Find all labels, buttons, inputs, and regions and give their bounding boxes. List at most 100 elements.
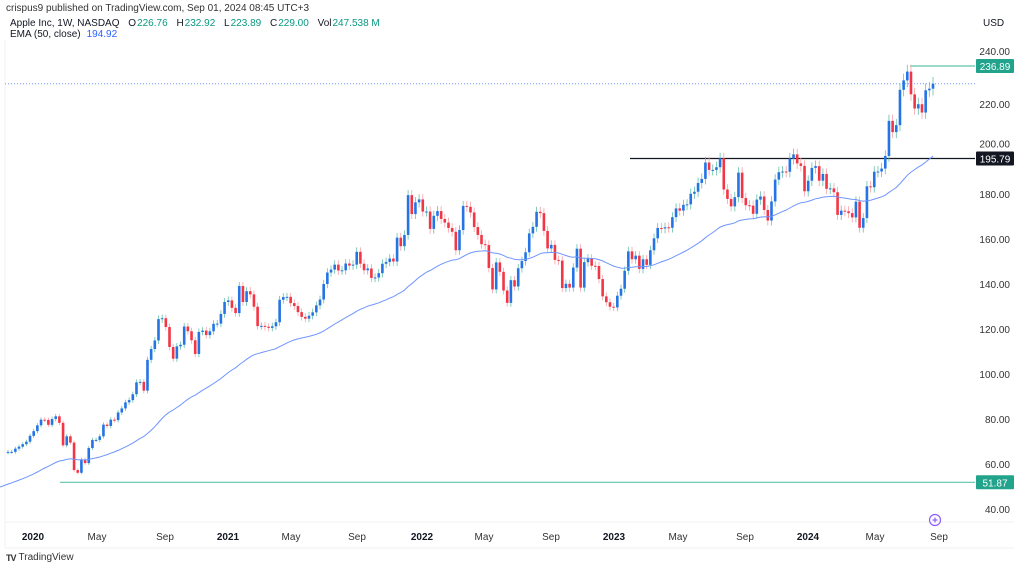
candle-up: [902, 80, 905, 90]
candle-up: [395, 237, 399, 262]
candle-up: [223, 302, 226, 314]
candle-up: [366, 268, 370, 271]
volume-value: 247.538 M: [332, 18, 380, 29]
candle-down: [476, 227, 480, 235]
tradingview-footer[interactable]: TV TradingView: [6, 552, 74, 563]
candle-down: [454, 231, 458, 251]
candle-down: [803, 165, 806, 192]
symbol-name[interactable]: Apple Inc, 1W, NASDAQ: [10, 18, 120, 29]
candle-down: [913, 94, 916, 109]
candle-up: [781, 171, 784, 173]
candle-up: [704, 162, 707, 179]
candle-down: [612, 306, 615, 308]
time-tick-label: Sep: [156, 532, 174, 543]
candle-up: [586, 258, 590, 263]
candle-down: [726, 189, 729, 199]
candle-up: [285, 296, 289, 298]
candle-down: [47, 419, 50, 425]
candle-up: [91, 439, 94, 449]
candle-up: [355, 251, 359, 265]
candle-up: [340, 270, 344, 272]
price-tag-box: [976, 151, 1014, 166]
candle-up: [571, 267, 575, 288]
price-tag-box: [976, 58, 1014, 73]
candle-down: [58, 416, 61, 423]
candle-up: [65, 436, 69, 446]
candle-up: [619, 288, 623, 296]
candle-down: [542, 213, 546, 231]
candle-down: [465, 205, 469, 207]
candle-down: [348, 263, 351, 266]
high-label: H: [176, 18, 184, 29]
candle-down: [546, 230, 549, 249]
price-tick-label: 120.00: [979, 325, 1010, 336]
candle-up: [36, 425, 39, 432]
candle-down: [498, 262, 502, 272]
candle-up: [160, 318, 164, 320]
candle-up: [80, 459, 83, 473]
candle-up: [861, 218, 865, 228]
candle-up: [153, 340, 157, 350]
price-tag-label: 195.79: [980, 154, 1011, 165]
ema-label[interactable]: EMA (50, close): [10, 29, 81, 40]
candle-up: [737, 172, 740, 198]
time-tick-label: Sep: [736, 532, 754, 543]
candle-down: [487, 245, 491, 269]
candle-down: [76, 470, 80, 473]
candle-up: [814, 166, 817, 168]
candle-up: [21, 444, 24, 447]
candle-down: [421, 199, 425, 212]
candle-up: [718, 158, 722, 168]
ema-line: [0, 155, 934, 488]
candle-up: [182, 326, 186, 345]
candle-up: [179, 344, 182, 347]
candle-down: [447, 222, 450, 228]
candle-down: [72, 442, 76, 471]
tradingview-logo-text: TradingView: [18, 552, 74, 563]
candle-down: [204, 330, 208, 336]
candle-up: [634, 255, 637, 260]
candle-down: [190, 331, 193, 341]
candle-up: [14, 448, 17, 452]
candle-up: [700, 178, 704, 183]
candle-up: [652, 238, 656, 251]
candle-down: [83, 459, 87, 464]
candle-down: [707, 162, 711, 170]
time-tick-label: 2020: [22, 532, 45, 543]
candle-up: [509, 280, 513, 303]
candle-up: [854, 201, 858, 218]
candle-up: [384, 261, 388, 264]
candle-up: [865, 186, 869, 219]
volume-label: Vol: [317, 18, 332, 29]
candle-down: [230, 300, 234, 308]
time-tick-label: 2024: [797, 532, 820, 543]
open-label: O: [128, 18, 137, 29]
candle-down: [256, 306, 259, 327]
candle-up: [278, 299, 281, 323]
candle-down: [858, 201, 861, 228]
candle-up: [564, 283, 568, 289]
candle-up: [733, 197, 737, 207]
candle-down: [439, 211, 443, 219]
candle-up: [259, 325, 263, 327]
candle-up: [351, 264, 355, 266]
candle-down: [399, 237, 403, 247]
candle-down: [450, 227, 454, 232]
candle-down: [513, 280, 516, 287]
candle-up: [102, 424, 105, 437]
candle-up: [759, 196, 762, 200]
high-value: 232.92: [184, 18, 216, 29]
price-tick-label: 160.00: [979, 235, 1010, 246]
candle-up: [535, 211, 538, 227]
add-plus-icon[interactable]: [928, 513, 942, 527]
candle-down: [762, 196, 766, 210]
close-label: C: [269, 18, 278, 29]
candle-down: [560, 260, 564, 289]
candle-down: [748, 205, 751, 207]
candle-up: [281, 297, 285, 300]
candle-up: [436, 211, 439, 216]
currency-label[interactable]: USD: [983, 18, 1005, 29]
candle-up: [127, 400, 131, 403]
candle-up: [270, 326, 274, 328]
